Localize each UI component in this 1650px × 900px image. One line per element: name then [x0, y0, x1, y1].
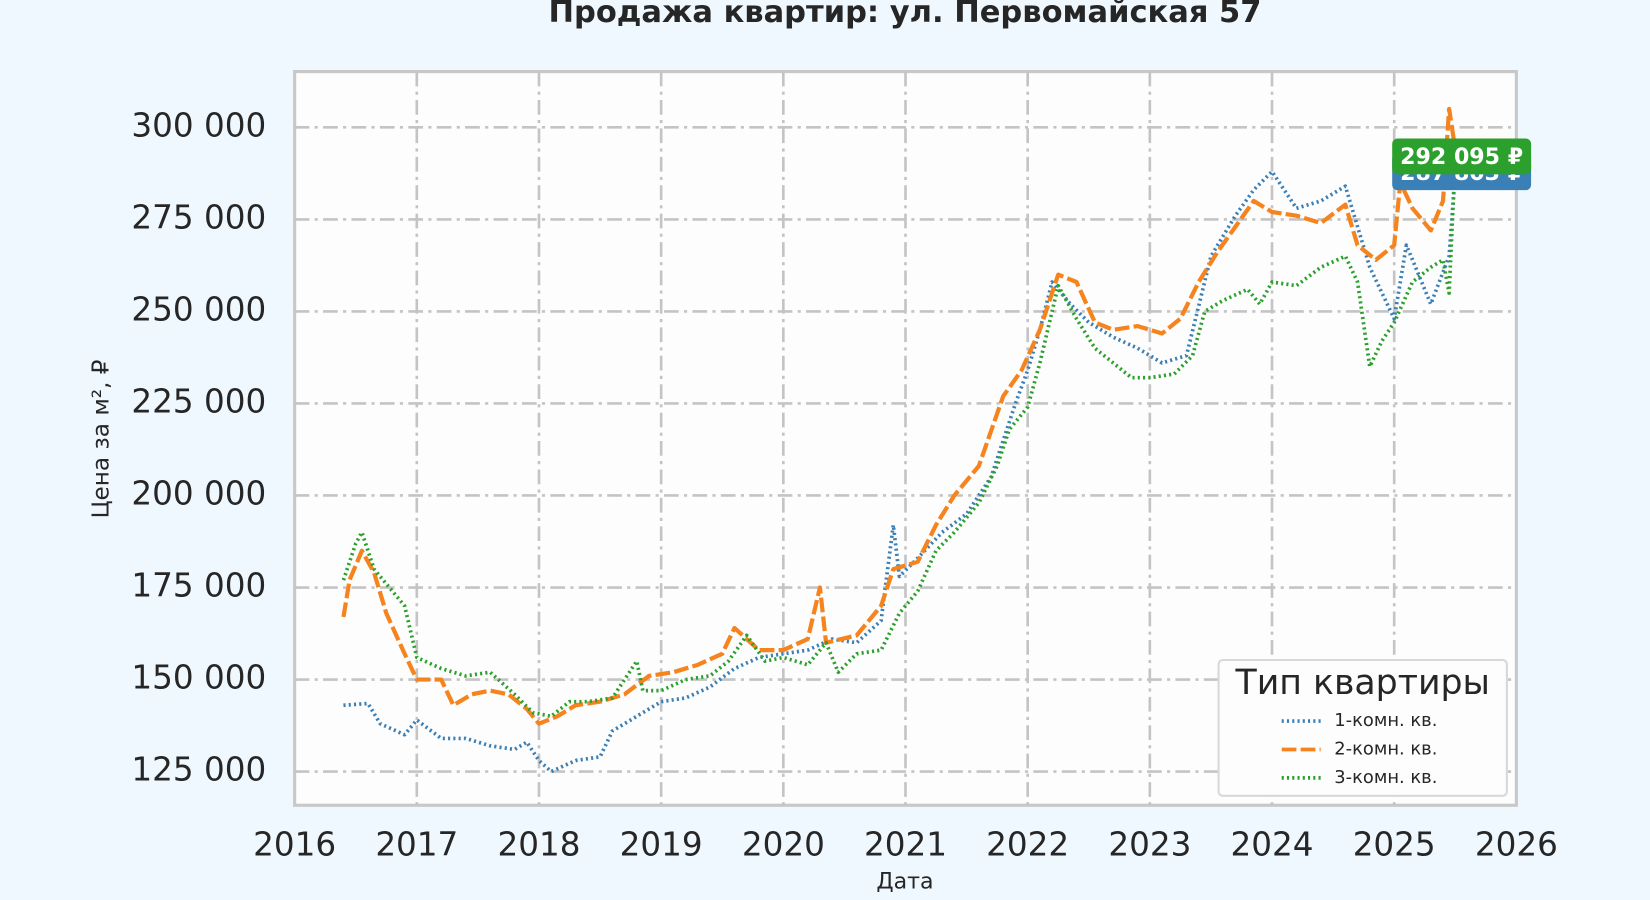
x-tick-label: 2017 [375, 825, 458, 863]
y-tick-label: 225 000 [131, 382, 266, 420]
legend-label: 3-комн. кв. [1334, 767, 1437, 788]
end-tags: 287 803 ₽292 095 ₽ [1392, 138, 1532, 191]
series-line [341, 106, 1458, 726]
y-tick-label: 125 000 [131, 751, 266, 789]
end-tag-box [1392, 138, 1532, 175]
x-tick-label: 2021 [864, 825, 947, 863]
x-tick-label: 2024 [1231, 825, 1314, 863]
legend-label: 1-комн. кв. [1334, 710, 1437, 731]
x-axis-label: Дата [876, 869, 933, 895]
chart-title: Продажа квартир: ул. Первомайская 57 [548, 0, 1261, 30]
series-line [341, 156, 1458, 719]
y-tick-label: 200 000 [131, 474, 266, 512]
end-tag-label: 292 095 ₽ [1400, 144, 1523, 170]
x-tick-label: 2016 [253, 825, 336, 863]
x-tick-label: 2022 [986, 825, 1069, 863]
x-tick-label: 2020 [742, 825, 825, 863]
x-tick-label: 2026 [1475, 825, 1558, 863]
y-tick-label: 275 000 [131, 198, 266, 236]
y-axis-label: Цена за м², ₽ [89, 359, 115, 518]
y-tick-label: 150 000 [131, 659, 266, 697]
x-tick-label: 2019 [620, 825, 703, 863]
legend-box [1217, 658, 1508, 797]
legend: Тип квартиры 1-комн. кв. 2-комн. кв. 3-комн… [1217, 658, 1508, 797]
y-tick-label: 175 000 [131, 567, 266, 605]
x-tick-label: 2025 [1353, 825, 1436, 863]
x-tick-label: 2018 [497, 825, 580, 863]
grid: 125 000 150 000 175 000 200 000 225 000 250 0… [131, 71, 1558, 863]
y-tick-label: 250 000 [131, 290, 266, 328]
series-line [343, 169, 1458, 774]
lines [341, 106, 1458, 774]
legend-title: Тип квартиры [1234, 663, 1489, 703]
x-tick-label: 2023 [1108, 825, 1191, 863]
y-tick-label: 300 000 [131, 106, 266, 144]
legend-label: 2-комн. кв. [1334, 738, 1437, 759]
